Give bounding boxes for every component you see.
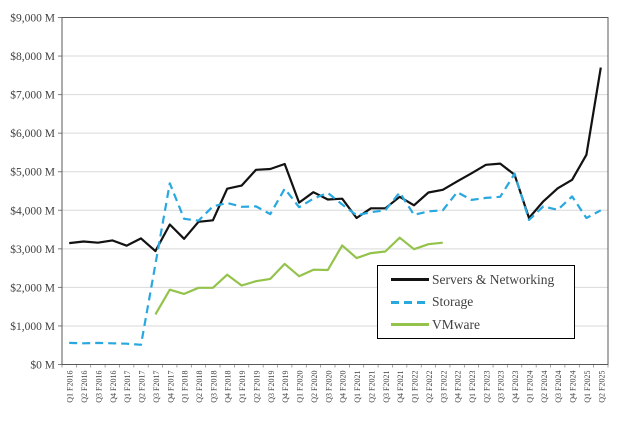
x-axis-label: Q2 F2024 — [540, 371, 549, 403]
x-axis-label: Q1 F2021 — [353, 371, 362, 403]
y-axis-label: $9,000 M — [10, 12, 55, 25]
x-axis-label: Q2 F2021 — [367, 371, 376, 403]
series-line-storage — [69, 172, 602, 346]
x-axis-label: Q1 F2018 — [181, 371, 190, 403]
x-axis-label: Q2 F2016 — [80, 371, 89, 403]
x-axis-label: Q4 F2021 — [396, 371, 405, 403]
y-axis-label: $0 M — [30, 359, 55, 372]
x-axis-label: Q3 F2020 — [324, 371, 333, 403]
x-axis-label: Q4 F2023 — [511, 371, 520, 403]
x-axis-label: Q2 F2023 — [482, 371, 491, 403]
x-axis-label: Q2 F2018 — [195, 371, 204, 403]
y-axis-label: $7,000 M — [10, 89, 55, 102]
y-axis-label: $2,000 M — [10, 281, 55, 294]
x-axis-label: Q1 F2017 — [123, 371, 132, 403]
x-axis-label: Q1 F2020 — [296, 371, 305, 403]
legend-label-storage: Storage — [432, 294, 474, 310]
x-axis-label: Q4 F2016 — [109, 371, 118, 403]
y-axis-label: $8,000 M — [10, 50, 55, 63]
x-axis-label: Q4 F2020 — [339, 371, 348, 403]
x-axis-label: Q4 F2024 — [569, 371, 578, 403]
y-axis-label: $6,000 M — [10, 127, 55, 140]
x-axis-label: Q2 F2022 — [425, 371, 434, 403]
x-axis-label: Q3 F2019 — [267, 371, 276, 403]
x-axis-label: Q3 F2016 — [94, 371, 103, 403]
x-axis-label: Q4 F2022 — [454, 371, 463, 403]
x-axis-label: Q1 F2024 — [525, 371, 534, 403]
legend-label-servers-networking: Servers & Networking — [432, 271, 555, 287]
x-axis-label: Q4 F2017 — [166, 371, 175, 403]
legend-swatch-storage — [391, 300, 429, 304]
x-axis-label: Q3 F2021 — [382, 371, 391, 403]
x-axis-label: Q3 F2023 — [497, 371, 506, 403]
legend-swatch-servers-networking — [391, 277, 429, 281]
x-axis-label: Q3 F2024 — [554, 371, 563, 403]
legend-label-vmware: VMware — [432, 316, 480, 332]
y-axis-label: $3,000 M — [10, 243, 55, 256]
y-axis-label: $5,000 M — [10, 166, 55, 179]
plot-border — [61, 17, 609, 365]
x-axis-label: Q3 F2017 — [152, 371, 161, 403]
x-axis-label: Q4 F2018 — [224, 371, 233, 403]
x-axis-label: Q1 F2016 — [66, 371, 75, 403]
x-axis-label: Q2 F2017 — [138, 371, 147, 403]
legend-item-servers-networking: Servers & Networking — [391, 268, 574, 291]
legend-item-vmware: VMware — [391, 313, 574, 336]
x-axis-label: Q2 F2019 — [252, 371, 261, 403]
x-axis-label: Q2 F2025 — [597, 371, 606, 403]
legend-item-storage: Storage — [391, 291, 574, 314]
legend-swatch-vmware — [391, 323, 429, 327]
series-line-vmware — [154, 236, 443, 315]
x-axis-label: Q4 F2019 — [281, 371, 290, 403]
x-axis-label: Q3 F2018 — [209, 371, 218, 403]
x-axis-label: Q1 F2022 — [411, 371, 420, 403]
x-axis-label: Q1 F2023 — [468, 371, 477, 403]
x-axis-label: Q1 F2019 — [238, 371, 247, 403]
series-line-servers-networking — [69, 67, 602, 253]
chart-legend: Servers & Networking Storage VMware — [377, 265, 575, 339]
x-axis-label: Q2 F2020 — [310, 371, 319, 403]
x-axis-label: Q3 F2022 — [439, 371, 448, 403]
y-axis-label: $1,000 M — [10, 320, 55, 333]
x-axis-label: Q1 F2025 — [583, 371, 592, 403]
y-axis-label: $4,000 M — [10, 204, 55, 217]
